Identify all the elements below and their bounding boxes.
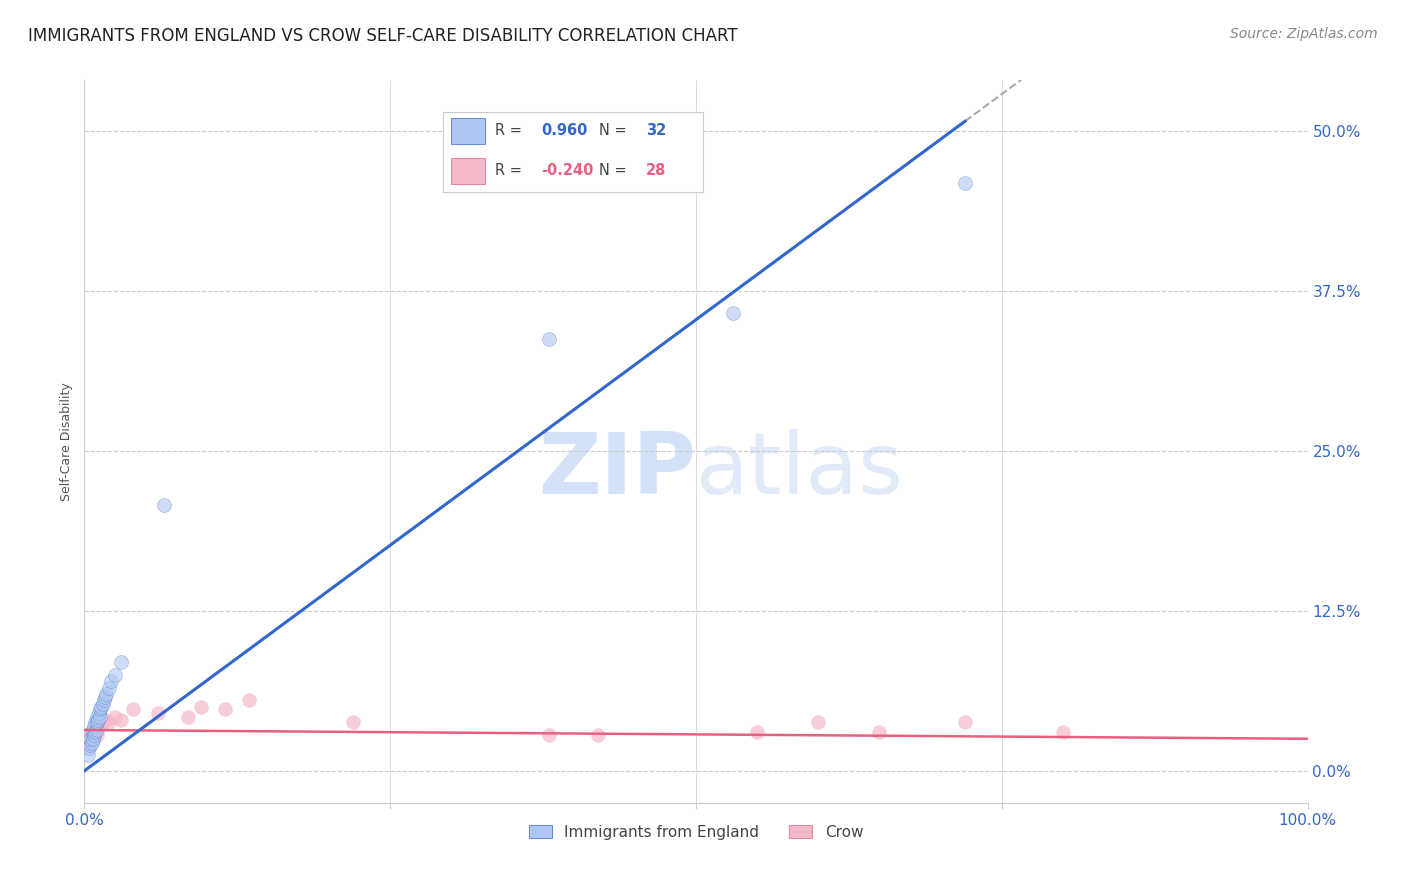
Point — [721, 306, 744, 320]
Point — [93, 693, 115, 707]
Point — [1052, 725, 1074, 739]
Point — [100, 674, 122, 689]
Point — [84, 715, 107, 730]
Point — [87, 713, 110, 727]
Point — [77, 738, 100, 752]
Point — [214, 702, 236, 716]
Point — [153, 498, 176, 512]
Point — [82, 723, 104, 737]
Point — [97, 715, 120, 730]
Point — [96, 687, 118, 701]
Text: atlas: atlas — [696, 429, 904, 512]
Point — [79, 738, 101, 752]
Point — [110, 713, 132, 727]
Point — [146, 706, 169, 721]
Point — [91, 698, 114, 712]
Point — [87, 719, 110, 733]
Point — [82, 731, 104, 746]
Point — [83, 728, 105, 742]
Point — [90, 699, 112, 714]
Point — [91, 715, 114, 730]
Point — [82, 725, 104, 739]
Point — [79, 731, 101, 746]
Point — [83, 719, 105, 733]
Point — [77, 731, 100, 746]
Point — [80, 728, 103, 742]
Text: N =: N = — [599, 123, 631, 138]
Legend: Immigrants from England, Crow: Immigrants from England, Crow — [523, 819, 869, 846]
Point — [586, 728, 609, 742]
Point — [84, 723, 107, 737]
Text: 28: 28 — [645, 163, 666, 178]
Point — [104, 668, 127, 682]
Point — [953, 715, 976, 730]
Point — [87, 706, 110, 721]
Point — [869, 725, 891, 739]
Point — [86, 723, 108, 737]
Bar — [451, 118, 485, 144]
Point — [807, 715, 830, 730]
Text: N =: N = — [599, 163, 631, 178]
Point — [122, 702, 145, 716]
Point — [96, 713, 118, 727]
Point — [97, 681, 120, 695]
Text: 0.960: 0.960 — [541, 123, 588, 138]
Point — [190, 699, 212, 714]
Text: R =: R = — [495, 123, 526, 138]
Point — [77, 748, 100, 763]
Text: 32: 32 — [645, 123, 666, 138]
Point — [80, 736, 103, 750]
Point — [238, 693, 260, 707]
Text: R =: R = — [495, 163, 526, 178]
Point — [86, 710, 108, 724]
Point — [89, 702, 111, 716]
Point — [538, 728, 561, 742]
Point — [77, 740, 100, 755]
Point — [104, 710, 127, 724]
Text: Source: ZipAtlas.com: Source: ZipAtlas.com — [1230, 27, 1378, 41]
Point — [86, 728, 108, 742]
Point — [83, 731, 105, 746]
Point — [953, 176, 976, 190]
Point — [89, 710, 111, 724]
Text: IMMIGRANTS FROM ENGLAND VS CROW SELF-CARE DISABILITY CORRELATION CHART: IMMIGRANTS FROM ENGLAND VS CROW SELF-CAR… — [28, 27, 738, 45]
Point — [538, 332, 561, 346]
Point — [747, 725, 769, 739]
Point — [342, 715, 364, 730]
Point — [86, 715, 108, 730]
Point — [94, 690, 117, 704]
Y-axis label: Self-Care Disability: Self-Care Disability — [60, 382, 73, 501]
Text: ZIP: ZIP — [538, 429, 696, 512]
Point — [79, 736, 101, 750]
Text: -0.240: -0.240 — [541, 163, 595, 178]
Point — [110, 655, 132, 669]
Bar — [451, 158, 485, 184]
Point — [177, 710, 200, 724]
Point — [84, 725, 107, 739]
Point — [80, 725, 103, 739]
